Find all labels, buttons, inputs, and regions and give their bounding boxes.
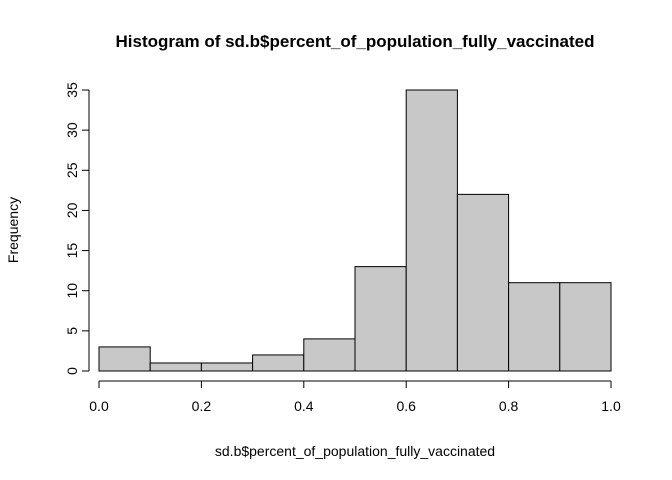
y-tick-label: 20	[64, 202, 80, 218]
x-tick-label: 0.4	[294, 398, 314, 414]
chart-title: Histogram of sd.b$percent_of_population_…	[116, 32, 595, 51]
histogram-bar	[405, 89, 458, 372]
y-axis: 0 5 10 15 20 25 30 35	[64, 82, 90, 375]
x-axis-label: sd.b$percent_of_population_fully_vaccina…	[215, 443, 495, 459]
y-tick-label: 10	[64, 283, 80, 299]
histogram-bar	[456, 193, 510, 372]
histogram-bar	[98, 346, 151, 372]
x-tick-label: 0.6	[396, 398, 416, 414]
x-tick-label: 0.2	[192, 398, 212, 414]
histogram-bar	[354, 266, 407, 372]
y-axis-label: Frequency	[5, 197, 21, 263]
y-tick-label: 25	[64, 162, 80, 178]
y-tick-label: 0	[64, 367, 80, 375]
y-tick-label: 15	[64, 243, 80, 259]
x-tick-label: 0.0	[89, 398, 109, 414]
x-tick-label: 1.0	[601, 398, 621, 414]
y-tick-label: 5	[64, 327, 80, 335]
histogram-bar	[252, 354, 305, 372]
y-tick-label: 35	[64, 82, 80, 98]
histogram-bar	[149, 362, 202, 372]
histogram-bar	[200, 362, 254, 372]
x-tick-label: 0.8	[499, 398, 519, 414]
histogram-bar	[508, 282, 561, 372]
histogram-bar	[303, 338, 356, 372]
x-axis: 0.0 0.2 0.4 0.6 0.8 1.0	[89, 380, 621, 414]
histogram-bar	[559, 282, 612, 372]
y-tick-label: 30	[64, 122, 80, 138]
histogram-bars	[98, 89, 612, 372]
